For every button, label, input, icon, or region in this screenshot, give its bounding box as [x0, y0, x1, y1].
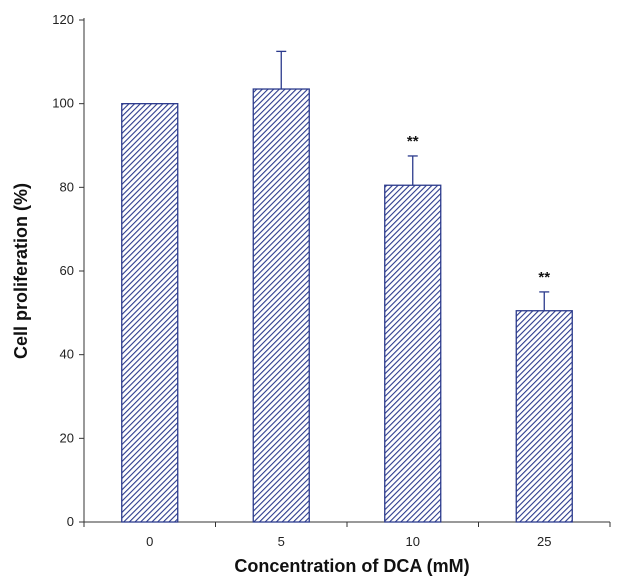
plot-area: 0 20 40 60 80 100 120 0 5 ** 10 ** 25: [52, 12, 611, 549]
significance-marker-10: **: [407, 133, 419, 150]
y-tick-label: 60: [60, 263, 74, 278]
bar-0: [121, 103, 179, 523]
bar-5: [252, 88, 310, 523]
y-axis-title: Cell proliferation (%): [11, 183, 31, 359]
y-tick-label: 40: [60, 347, 74, 362]
y-tick-label: 20: [60, 430, 74, 445]
x-tick-label: 25: [537, 534, 551, 549]
y-tick-label: 80: [60, 179, 74, 194]
x-tick-label: 0: [146, 534, 153, 549]
y-tick-label: 120: [52, 12, 74, 27]
x-tick-label: 10: [406, 534, 420, 549]
y-tick-label: 100: [52, 96, 74, 111]
x-tick-label: 5: [278, 534, 285, 549]
significance-marker-25: **: [538, 269, 550, 286]
y-tick-label: 0: [67, 514, 74, 529]
bar-10: [384, 184, 442, 523]
x-axis-title: Concentration of DCA (mM): [234, 556, 469, 576]
bar-25: [515, 310, 573, 523]
